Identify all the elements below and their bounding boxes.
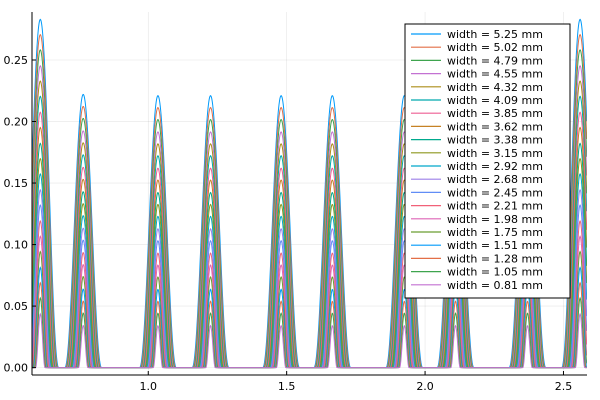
legend-entry: width = 4.09 mm <box>447 94 543 107</box>
legend-entry: width = 1.75 mm <box>447 226 543 239</box>
y-tick-label: 0.15 <box>4 177 29 190</box>
legend-entry: width = 1.51 mm <box>447 239 543 252</box>
legend-entry: width = 3.15 mm <box>447 147 543 160</box>
legend-entry: width = 0.81 mm <box>447 279 543 292</box>
y-tick-label: 0.05 <box>4 300 29 313</box>
series-line <box>32 312 587 369</box>
legend-entry: width = 1.05 mm <box>447 266 543 279</box>
legend-entry: width = 2.45 mm <box>447 186 543 199</box>
x-tick-label: 1.0 <box>140 380 158 393</box>
legend-entry: width = 5.02 mm <box>447 41 543 54</box>
y-tick-label: 0.00 <box>4 362 29 375</box>
x-tick-label: 2.5 <box>555 380 573 393</box>
legend-entry: width = 2.21 mm <box>447 200 543 213</box>
legend-entry: width = 2.92 mm <box>447 160 543 173</box>
y-tick-label: 0.20 <box>4 116 29 129</box>
legend-entry: width = 4.55 mm <box>447 68 543 81</box>
legend-entry: width = 2.68 mm <box>447 173 543 186</box>
axes: 1.0 1.5 2.0 2.5 0.00 0.05 0.10 0.15 0.20 0.25 <box>4 12 587 393</box>
legend-entry: width = 3.38 mm <box>447 134 543 147</box>
legend-entry: width = 5.25 mm <box>447 28 543 41</box>
legend-entry: width = 1.28 mm <box>447 252 543 265</box>
x-tick-label: 1.5 <box>278 380 296 393</box>
legend-entry: width = 1.98 mm <box>447 213 543 226</box>
y-tick-label: 0.25 <box>4 54 29 67</box>
plot-lines <box>32 18 587 369</box>
legend-entry: width = 4.79 mm <box>447 54 543 67</box>
legend-entry: width = 4.32 mm <box>447 81 543 94</box>
y-tick-label: 0.10 <box>4 239 29 252</box>
legend-box <box>404 23 571 299</box>
x-tick-label: 2.0 <box>416 380 434 393</box>
legend-entry: width = 3.85 mm <box>447 107 543 120</box>
legend-entry: width = 3.62 mm <box>447 120 543 133</box>
